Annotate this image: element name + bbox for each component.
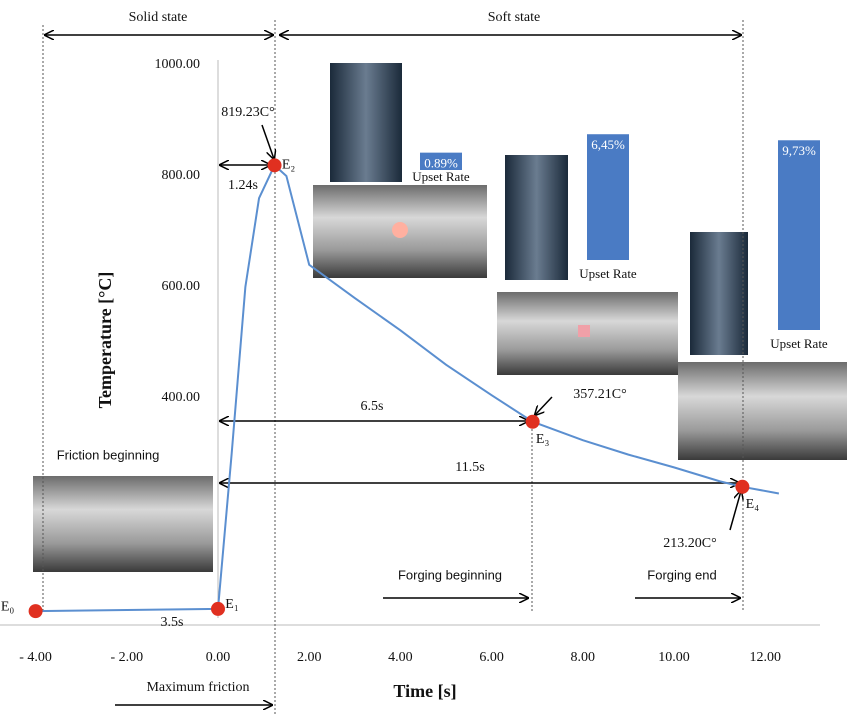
x-tick-label: 0.00: [206, 650, 231, 665]
photos: [33, 63, 847, 572]
x-tick-label: - 2.00: [110, 650, 143, 665]
upset-value: 6,45%: [591, 137, 625, 152]
point-label: E₁: [225, 597, 238, 612]
x-tick-label: 2.00: [297, 650, 322, 665]
point: [267, 158, 282, 173]
annotation: 11.5s: [455, 460, 484, 475]
annotation: 3.5s: [161, 615, 184, 630]
upset-label: Upset Rate: [579, 266, 637, 281]
upset-bar: [778, 140, 820, 330]
point-label: E₄: [746, 497, 760, 512]
x-tick-label: 12.00: [749, 650, 781, 665]
arrows: [45, 35, 741, 705]
annotation: 213.20C°: [663, 536, 716, 551]
upset-bar: [420, 152, 462, 170]
x-tick-label: 8.00: [571, 650, 596, 665]
x-axis-title: Time [s]: [393, 681, 456, 701]
point: [525, 414, 540, 429]
annotation: 357.21C°: [573, 387, 626, 402]
annotation: 6.5s: [361, 399, 384, 414]
y-tick-label: 1000.00: [155, 57, 201, 72]
annotation: Forging beginning: [398, 567, 502, 582]
line: [35, 163, 780, 613]
annotation: Solid state: [129, 10, 188, 25]
upset-value: 0.89%: [424, 156, 458, 171]
point-label: E₂: [282, 158, 296, 173]
x-tick-label: 10.00: [658, 650, 690, 665]
x-tick-label: 4.00: [388, 650, 413, 665]
annotation: Forging end: [647, 567, 716, 582]
point: [28, 604, 43, 619]
annotation: Soft state: [488, 10, 541, 25]
y-tick-label: 800.00: [162, 168, 201, 183]
upset-bar: [587, 134, 629, 260]
point-label: E₀: [1, 599, 15, 614]
point: [735, 479, 750, 494]
annotation: Maximum friction: [146, 680, 249, 695]
y-tick-label: 400.00: [162, 390, 201, 405]
upset-label: Upset Rate: [770, 336, 828, 351]
annotation: 1.24s: [228, 178, 258, 193]
y-axis-title: Temperature [°C]: [95, 272, 115, 409]
point: [211, 601, 225, 616]
annotation: Friction beginning: [57, 447, 160, 462]
x-tick-label: 6.00: [479, 650, 504, 665]
upset-label: Upset Rate: [412, 169, 470, 184]
x-tick-label: - 4.00: [19, 650, 52, 665]
y-tick-label: 600.00: [162, 279, 201, 294]
point-label: E₃: [536, 432, 550, 447]
annotation: 819.23C°: [221, 105, 274, 120]
upset-value: 9,73%: [782, 143, 816, 158]
